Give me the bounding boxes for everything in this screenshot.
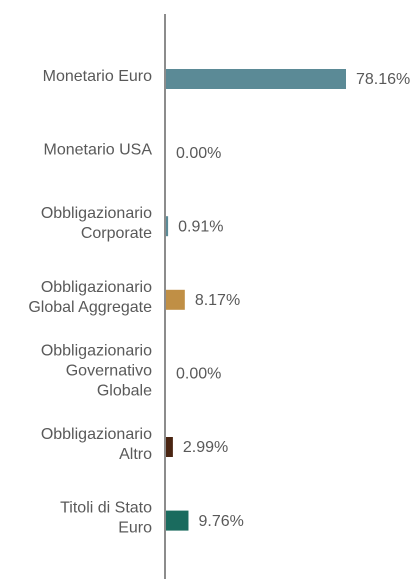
category-label: Obbligazionario Altro bbox=[41, 426, 152, 463]
value-label: 0.00% bbox=[176, 366, 221, 383]
bar bbox=[166, 69, 346, 89]
category-label: Obbligazionario Governativo Globale bbox=[41, 343, 152, 400]
value-label: 9.76% bbox=[198, 513, 243, 530]
category-label: Monetario Euro bbox=[43, 68, 152, 85]
category-label: Obbligazionario Global Aggregate bbox=[28, 279, 152, 316]
bar bbox=[166, 437, 173, 457]
value-label: 2.99% bbox=[183, 439, 228, 456]
bar bbox=[166, 510, 189, 531]
category-label: Monetario USA bbox=[44, 142, 153, 159]
value-label: 0.00% bbox=[176, 145, 221, 162]
category-label: Titoli di Stato Euro bbox=[60, 500, 152, 537]
category-label: Obbligazionario Corporate bbox=[41, 205, 152, 242]
value-label: 0.91% bbox=[178, 218, 223, 235]
value-label: 78.16% bbox=[356, 71, 410, 88]
value-label: 8.17% bbox=[195, 292, 240, 309]
bar bbox=[166, 216, 169, 237]
bar bbox=[166, 289, 185, 310]
